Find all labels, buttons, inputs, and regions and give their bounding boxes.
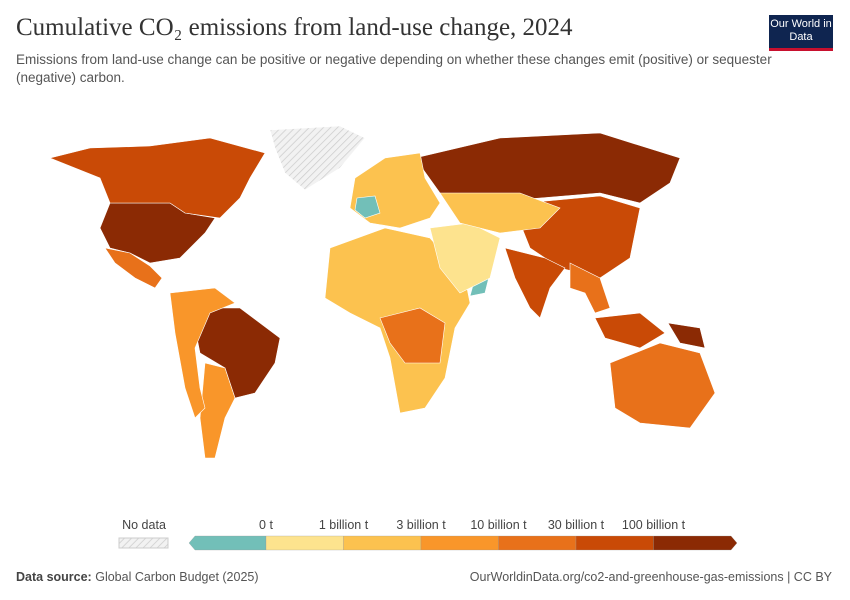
- legend-tick-label: 0 t: [259, 518, 273, 532]
- legend-bin-5[interactable]: [575, 535, 654, 551]
- source-label: Data source:: [16, 570, 92, 584]
- data-source: Data source: Global Carbon Budget (2025): [16, 570, 259, 584]
- legend-tick-label: 1 billion t: [318, 518, 369, 532]
- country-russia[interactable]: [414, 132, 681, 204]
- legend-tick-label: 3 billion t: [396, 518, 446, 532]
- legend-color-bar: [188, 535, 738, 551]
- legend-bin-2[interactable]: [343, 535, 422, 551]
- world-map[interactable]: [0, 118, 850, 508]
- legend-tick-label: 30 billion t: [547, 518, 605, 532]
- country-south-america-other[interactable]: [169, 287, 236, 419]
- legend-bin-4[interactable]: [498, 535, 577, 551]
- legend-tick-label: 10 billion t: [470, 518, 527, 532]
- country-mexico[interactable]: [104, 247, 163, 289]
- country-indonesia[interactable]: [594, 312, 666, 349]
- chart-subtitle: Emissions from land-use change can be po…: [16, 52, 772, 85]
- country-greenland[interactable]: [269, 125, 366, 191]
- country-southeast-asia[interactable]: [569, 262, 611, 314]
- legend-bin-1[interactable]: [265, 535, 344, 551]
- owid-logo[interactable]: Our World in Data: [769, 15, 833, 51]
- country-india[interactable]: [504, 247, 566, 319]
- country-papua-new-guinea[interactable]: [667, 322, 706, 349]
- country-canada[interactable]: [49, 137, 266, 219]
- legend-bin-6[interactable]: [653, 535, 738, 551]
- legend-no-data-swatch: [118, 537, 169, 549]
- legend-bin-0[interactable]: [188, 535, 267, 551]
- legend-tick-label: 100 billion t: [621, 518, 686, 532]
- chart-title: Cumulative CO₂ emissions from land-use c…: [16, 14, 573, 41]
- source-text: Global Carbon Budget (2025): [95, 570, 259, 584]
- legend-no-data-label: No data: [122, 518, 166, 532]
- country-argentina[interactable]: [199, 362, 236, 459]
- country-central-africa[interactable]: [379, 307, 446, 364]
- country-france[interactable]: [354, 195, 381, 219]
- legend-bin-3[interactable]: [420, 535, 499, 551]
- country-kazakhstan-region[interactable]: [439, 192, 561, 234]
- country-australia[interactable]: [609, 342, 716, 429]
- source-url[interactable]: OurWorldinData.org/co2-and-greenhouse-ga…: [469, 570, 832, 584]
